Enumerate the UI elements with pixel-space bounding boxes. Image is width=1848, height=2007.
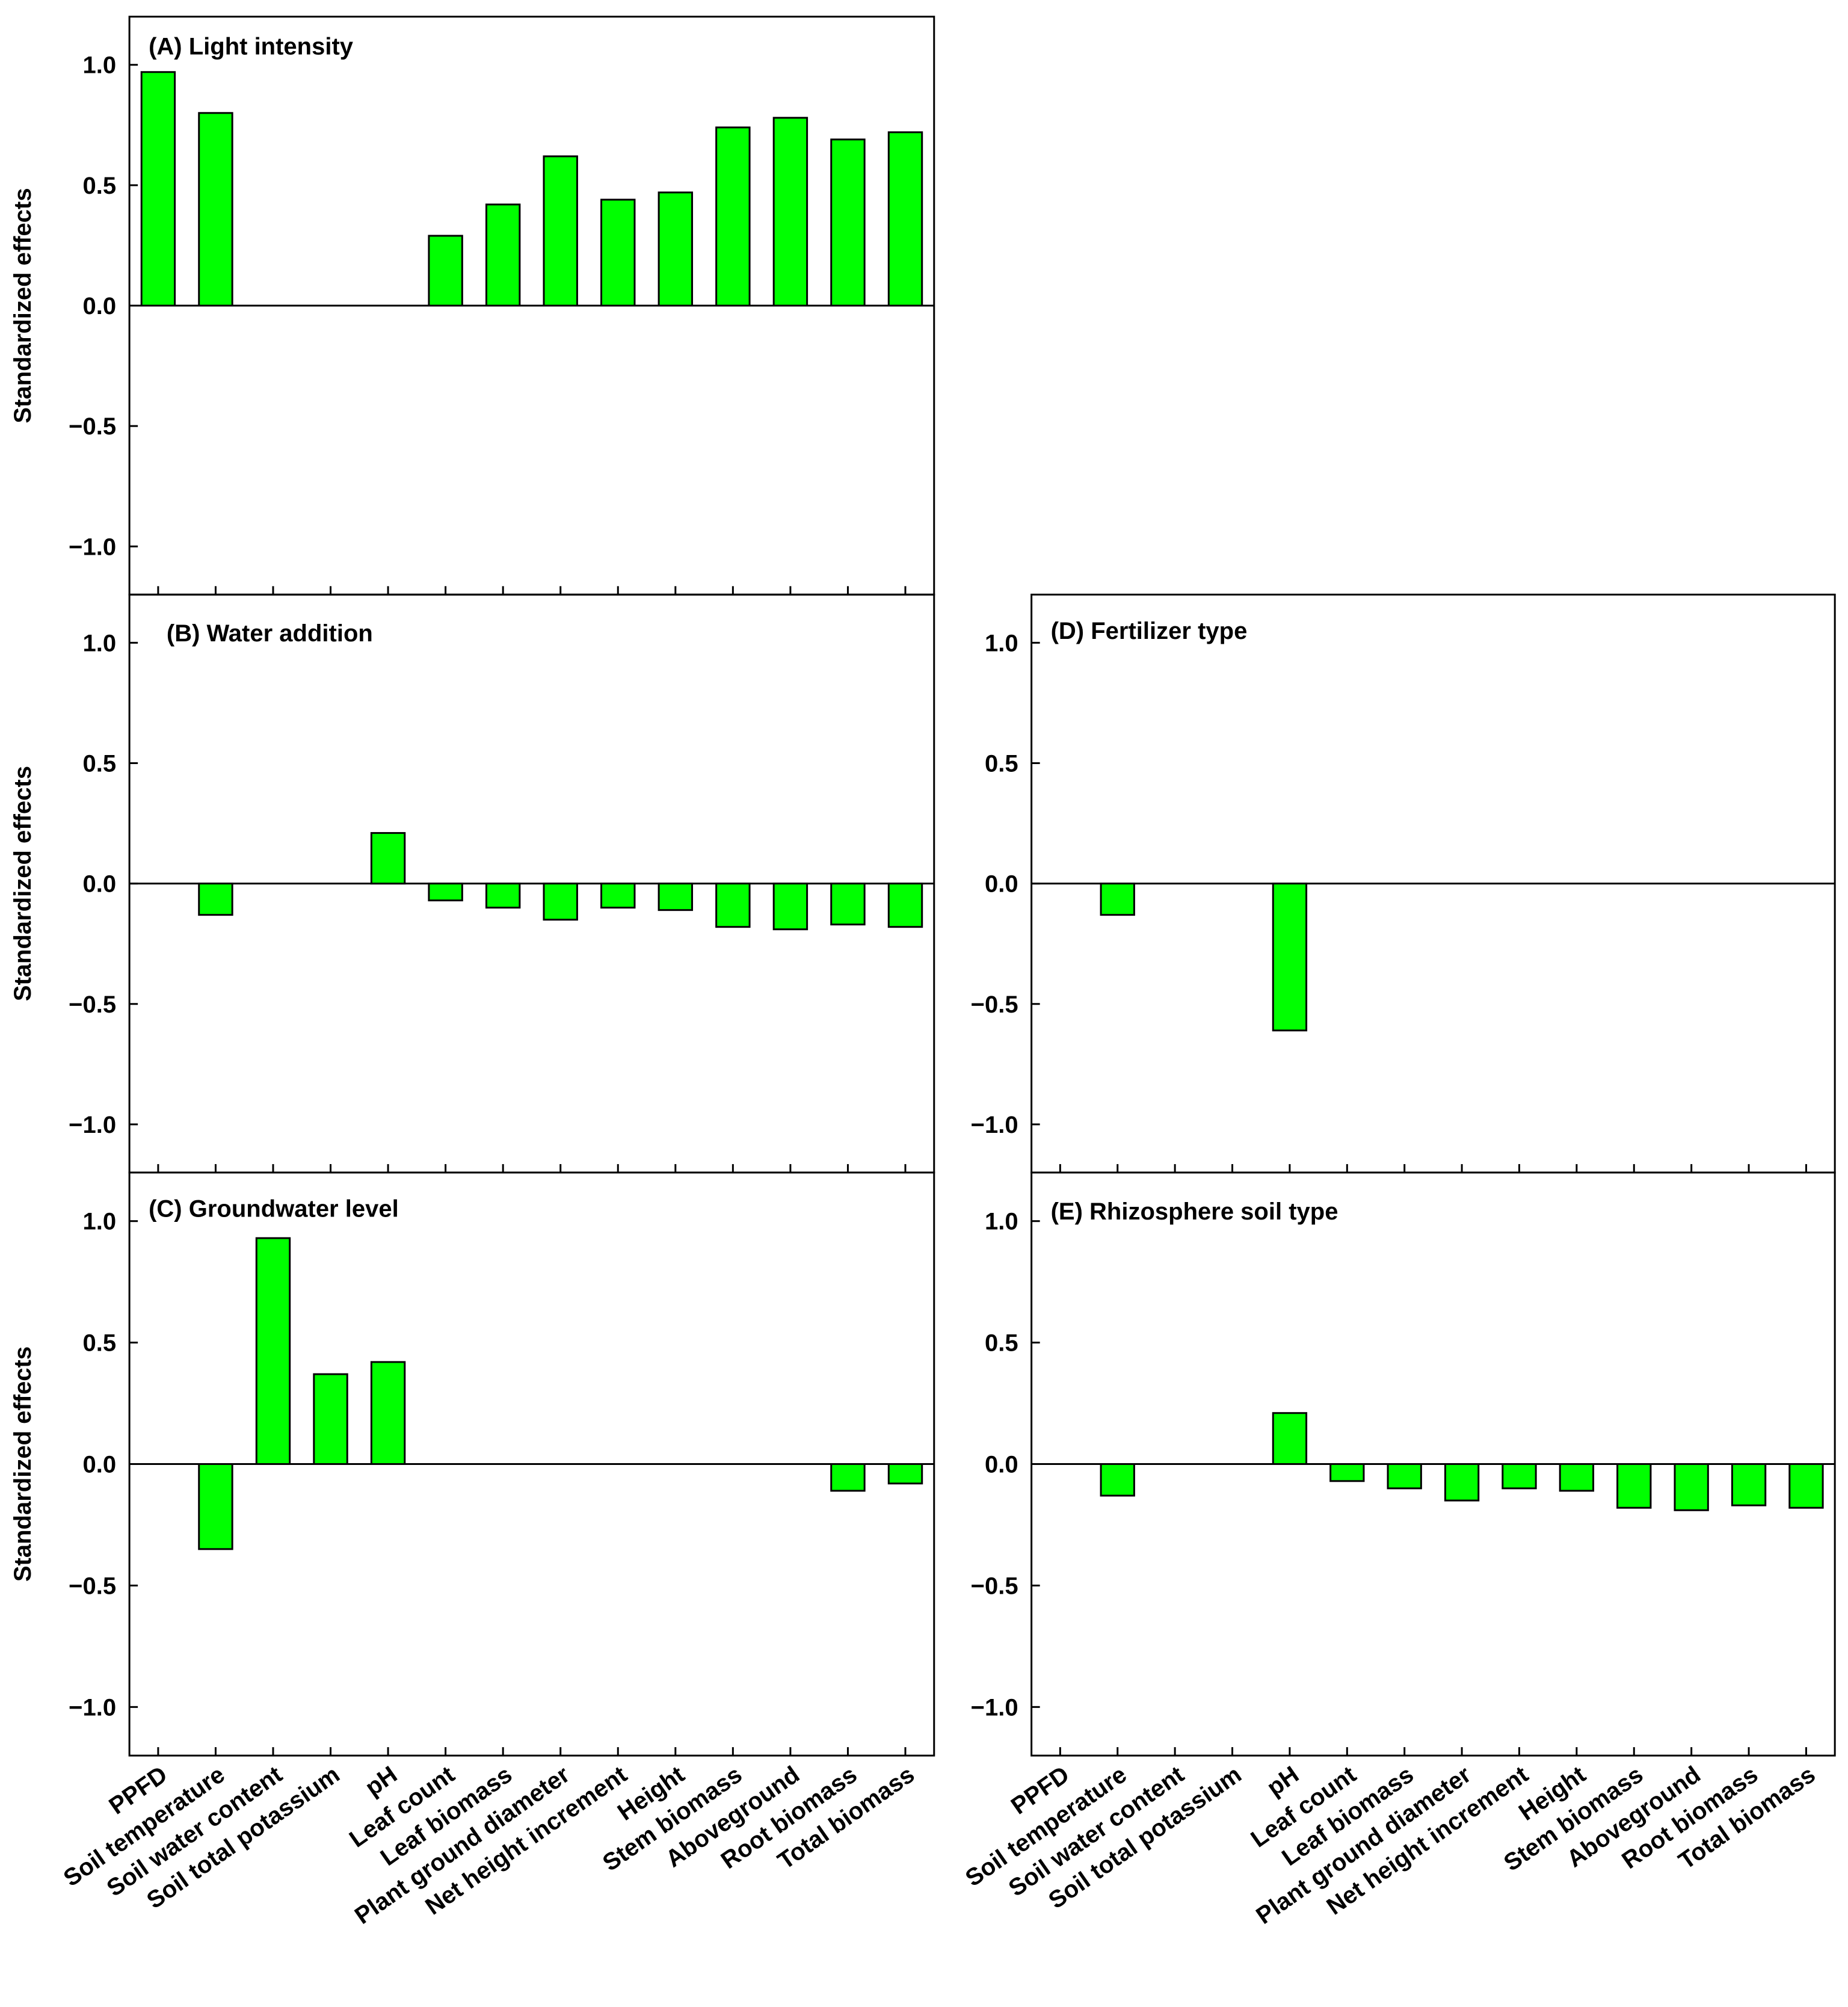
y-tick-label: −1.0 [69, 534, 116, 560]
bar [370, 1361, 406, 1466]
bar [1674, 1463, 1709, 1511]
bar [1616, 1463, 1652, 1509]
bar [887, 131, 923, 307]
bar [1387, 1463, 1422, 1490]
panel-title: (C) Groundwater level [149, 1196, 399, 1222]
y-axis-label: Standardized effects [10, 766, 36, 1001]
panels: 1.0 0.5 0.0 −0.5 −1.0 (A) Light intensity Stan… [10, 16, 1836, 1929]
bar [485, 203, 521, 307]
bar [428, 883, 463, 902]
bar [1272, 1412, 1308, 1466]
bar [543, 155, 578, 307]
panel-c: 1.0 0.5 0.0 −0.5 −1.0 (C) Groundwater level St… [10, 1171, 935, 1929]
panel-b: 1.0 0.5 0.0 −0.5 −1.0 (B) Water addition Stand… [10, 593, 935, 1174]
y-tick-label: 0.0 [985, 1452, 1018, 1478]
bar [887, 883, 923, 928]
y-tick-label: 0.0 [83, 871, 117, 898]
bar [198, 883, 233, 916]
bar [1100, 1463, 1135, 1497]
bar [658, 191, 694, 307]
y-tick-label: −0.5 [69, 413, 116, 440]
bar [255, 1237, 291, 1466]
bar [830, 1463, 866, 1492]
bar [1329, 1463, 1365, 1482]
panel-title: (E) Rhizosphere soil type [1051, 1198, 1338, 1225]
y-tick-label: 0.5 [985, 1330, 1018, 1357]
y-tick-label: 0.5 [83, 751, 117, 777]
bar [370, 832, 406, 885]
bar [1100, 883, 1135, 916]
bar [198, 1463, 233, 1550]
bar [198, 112, 233, 307]
bar [1731, 1463, 1767, 1506]
y-tick-label: 0.0 [83, 1452, 117, 1478]
bar [715, 126, 751, 307]
bar [1788, 1463, 1824, 1509]
y-tick-label: 1.0 [83, 52, 117, 79]
bar [658, 883, 694, 911]
bar [313, 1373, 348, 1466]
panel-d: 1.0 0.5 0.0 −0.5 −1.0 (D) Fertilizer type [971, 593, 1836, 1174]
bar [485, 883, 521, 909]
bar [715, 883, 751, 928]
y-tick-label: 1.0 [83, 630, 117, 656]
y-tick-label: 0.0 [83, 293, 117, 319]
y-tick-label: −1.0 [971, 1694, 1018, 1721]
y-tick-label: −0.5 [69, 1573, 116, 1599]
y-tick-label: −0.5 [971, 991, 1018, 1018]
bar [600, 199, 636, 307]
bar [1444, 1463, 1480, 1502]
bar [600, 883, 636, 909]
bar [1272, 883, 1308, 1032]
bar [772, 117, 808, 307]
bar [1502, 1463, 1537, 1490]
bar [1559, 1463, 1595, 1492]
y-tick-label: −0.5 [971, 1573, 1018, 1599]
bar [428, 235, 463, 307]
panel-a: 1.0 0.5 0.0 −0.5 −1.0 (A) Light intensity Stan… [10, 16, 935, 596]
y-tick-label: 1.0 [83, 1209, 117, 1235]
y-tick-label: 0.0 [985, 871, 1018, 898]
y-tick-label: 1.0 [985, 630, 1018, 656]
bar [772, 883, 808, 931]
bar [887, 1463, 923, 1485]
y-axis-label: Standardized effects [10, 188, 36, 423]
y-tick-label: 0.5 [985, 751, 1018, 777]
panel-title: (A) Light intensity [149, 34, 354, 60]
y-tick-label: 1.0 [985, 1209, 1018, 1235]
y-tick-label: 0.5 [83, 1330, 117, 1357]
y-axis-label: Standardized effects [10, 1346, 36, 1582]
y-tick-label: −1.0 [971, 1112, 1018, 1138]
bar [140, 71, 176, 307]
bar [830, 883, 866, 926]
y-tick-label: −0.5 [69, 991, 116, 1018]
panel-e: 1.0 0.5 0.0 −0.5 −1.0 (E) Rhizosphere soil ty… [961, 1171, 1836, 1929]
y-tick-label: 0.5 [83, 173, 117, 199]
panel-title: (B) Water addition [167, 620, 373, 647]
y-tick-label: −1.0 [69, 1112, 116, 1138]
y-tick-label: −1.0 [69, 1694, 116, 1721]
bar [543, 883, 578, 921]
panel-title: (D) Fertilizer type [1051, 618, 1248, 644]
bar [830, 138, 866, 307]
